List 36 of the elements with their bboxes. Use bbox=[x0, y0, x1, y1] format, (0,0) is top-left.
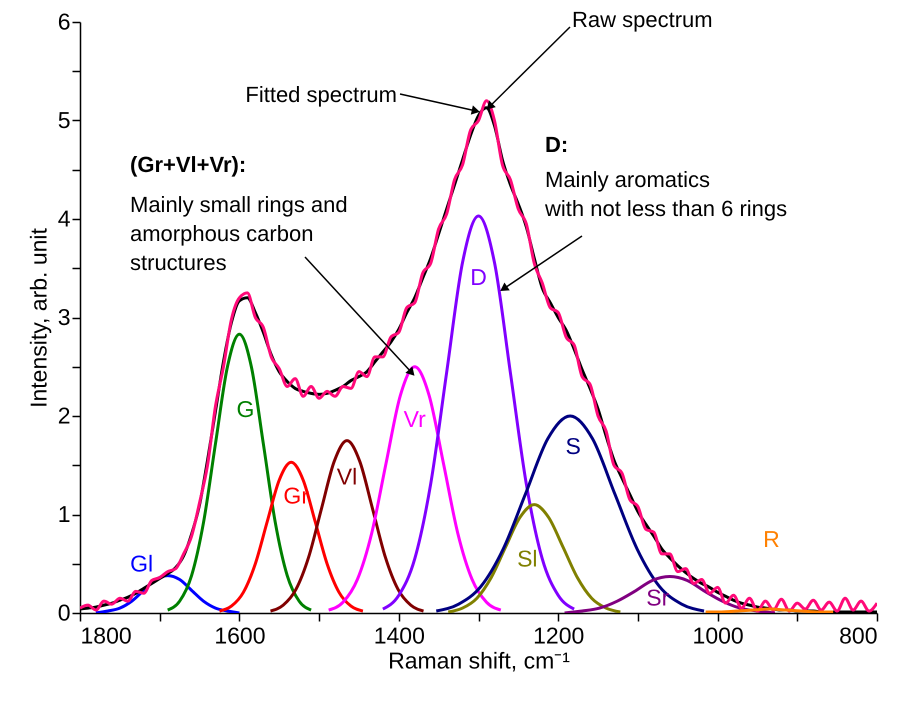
y-tick-label: 6 bbox=[58, 8, 70, 34]
series-label: Vr bbox=[404, 406, 426, 432]
x-tick-label: 1600 bbox=[214, 622, 266, 648]
x-tick-label: 1800 bbox=[80, 622, 132, 648]
series-label: Gl bbox=[130, 550, 154, 577]
y-tick-label: 4 bbox=[58, 206, 71, 232]
series-label: Sr bbox=[646, 584, 670, 611]
series-label: Vl bbox=[336, 464, 358, 490]
annotation: Mainly small rings and amorphous carbon structures bbox=[130, 192, 348, 275]
line-series bbox=[166, 332, 313, 612]
y-tick-label: 5 bbox=[58, 107, 70, 133]
series-label: D bbox=[470, 264, 487, 290]
line-series bbox=[446, 503, 622, 613]
x-tick-label: 1000 bbox=[692, 622, 744, 648]
series-label: S bbox=[565, 433, 581, 459]
y-tick-label: 2 bbox=[58, 402, 70, 428]
series-label: Sl bbox=[517, 546, 538, 572]
annotation: Fitted spectrum bbox=[245, 82, 397, 107]
y-tick-label: 1 bbox=[58, 501, 70, 527]
annotation: (Gr+Vl+Vr): bbox=[130, 152, 246, 177]
line-series bbox=[434, 414, 706, 613]
text: R bbox=[763, 526, 780, 552]
line-series bbox=[327, 365, 502, 612]
x-tick-label: 1200 bbox=[533, 622, 584, 648]
y-tick-label: 0 bbox=[58, 600, 70, 626]
x-tick-label: 800 bbox=[839, 622, 878, 648]
annotation: Raw spectrum bbox=[572, 7, 713, 32]
series-label: G bbox=[236, 396, 254, 422]
y-tick-label: 3 bbox=[58, 304, 70, 330]
y-axis-title: Intensity, arb. unit bbox=[26, 227, 52, 408]
x-axis-title: Raman shift, cm⁻¹ bbox=[388, 648, 570, 674]
annotation: Mainly aromatics with not less than 6 rings bbox=[544, 167, 788, 221]
x-tick-label: 1400 bbox=[374, 622, 425, 648]
line-series bbox=[218, 460, 364, 613]
line-series bbox=[268, 439, 426, 613]
annotation: D: bbox=[545, 132, 568, 157]
